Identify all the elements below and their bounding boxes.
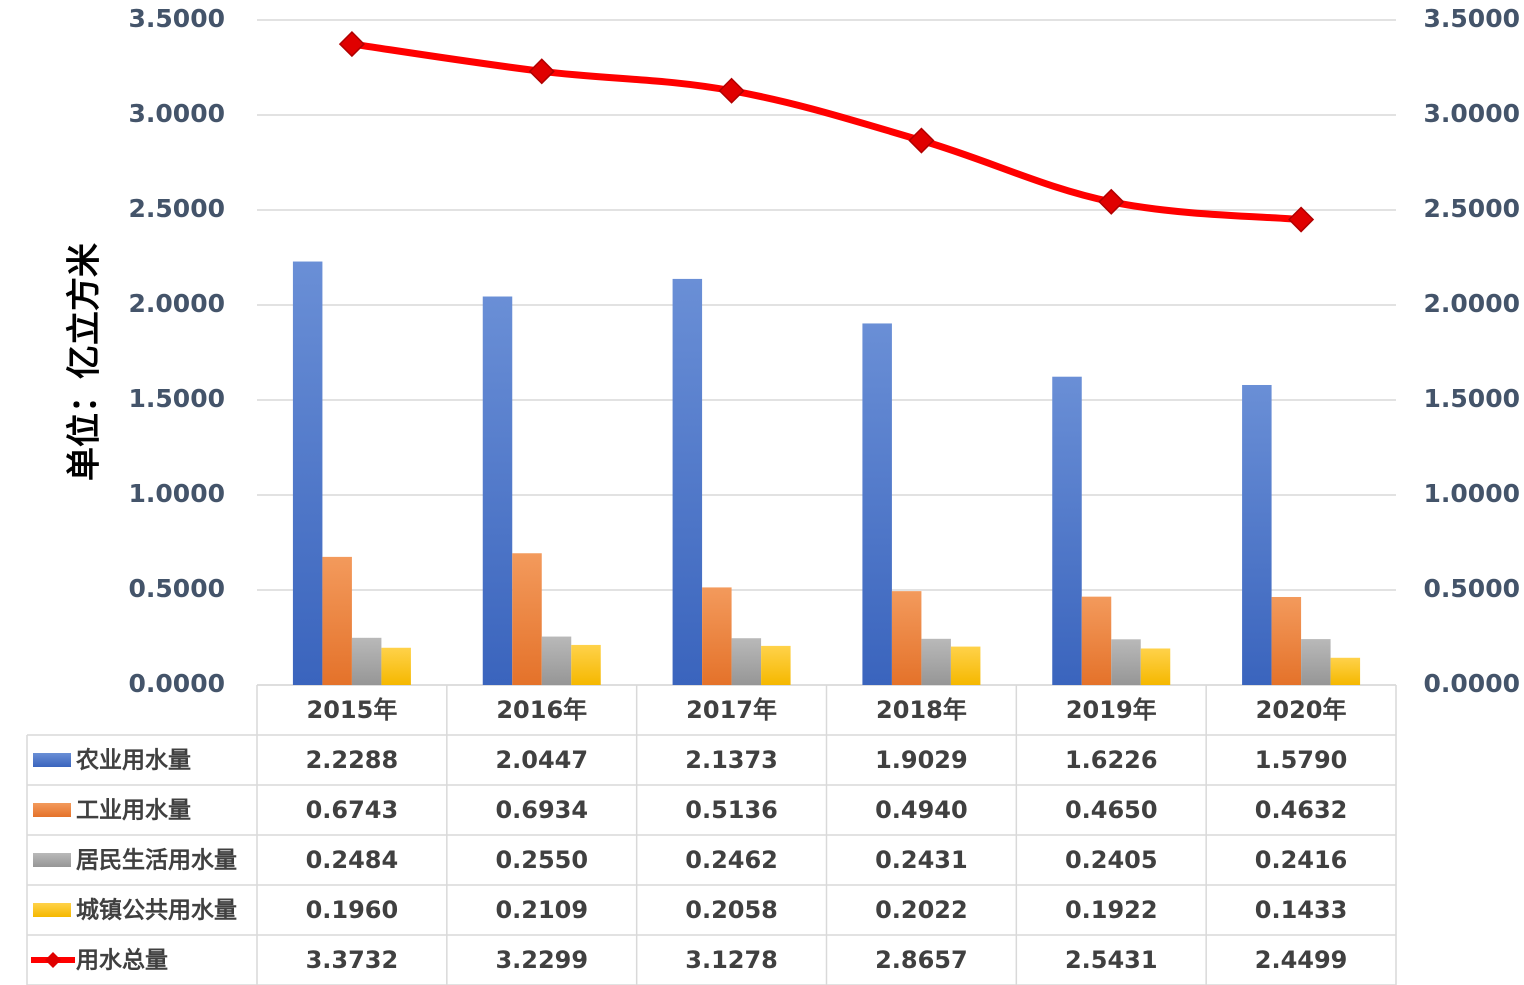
- table-cell: 2.0447: [495, 746, 588, 774]
- table-cell: 0.2022: [875, 896, 968, 924]
- bar-城镇公共用水量-2019年: [1140, 648, 1171, 685]
- table-row-label: 居民生活用水量: [76, 848, 237, 874]
- table-row-label: 城镇公共用水量: [76, 897, 237, 924]
- table-row-label: 用水总量: [76, 947, 168, 974]
- bar-工业用水量-2019年: [1081, 596, 1112, 685]
- y2-tick-label: 1.5000: [1424, 384, 1520, 413]
- table-cell: 3.1278: [685, 946, 778, 974]
- legend-key-城镇公共用水量: [33, 903, 71, 917]
- y-tick-label: 1.0000: [129, 479, 225, 508]
- y-axis-title: 单位：亿立方米: [65, 243, 105, 481]
- table-cell: 3.2299: [495, 946, 588, 974]
- y2-tick-label: 2.0000: [1424, 289, 1520, 318]
- bar-农业用水量-2018年: [862, 323, 892, 685]
- y-tick-label: 3.0000: [129, 99, 225, 128]
- table-cell: 0.4650: [1065, 796, 1158, 824]
- table-cell: 0.2109: [495, 896, 588, 924]
- marker-用水总量-2019年: [1098, 188, 1125, 215]
- bar-城镇公共用水量-2016年: [571, 644, 601, 685]
- table-cell: 0.1960: [306, 896, 399, 924]
- bar-工业用水量-2020年: [1271, 596, 1302, 685]
- bar-居民生活用水量-2016年: [541, 636, 572, 685]
- table-cell: 2.1373: [685, 746, 778, 774]
- table-cell: 2.8657: [875, 946, 968, 974]
- bar-工业用水量-2017年: [702, 587, 732, 685]
- table-cell: 0.4632: [1255, 796, 1348, 824]
- bar-农业用水量-2016年: [482, 296, 513, 685]
- y-tick-label: 2.0000: [129, 289, 225, 318]
- bar-城镇公共用水量-2018年: [950, 646, 981, 685]
- table-row-label: 工业用水量: [76, 798, 191, 824]
- y2-tick-label: 0.0000: [1424, 669, 1520, 698]
- legend-key-居民生活用水量: [33, 853, 71, 867]
- x-tick-label: 2019年: [1066, 696, 1157, 724]
- table-cell: 1.5790: [1255, 746, 1348, 774]
- bar-居民生活用水量-2018年: [921, 638, 951, 685]
- table-cell: 3.3732: [306, 946, 399, 974]
- table-cell: 0.2484: [306, 846, 399, 874]
- table-cell: 0.2462: [685, 846, 778, 874]
- table-cell: 2.5431: [1065, 946, 1158, 974]
- legend-key-工业用水量: [33, 803, 71, 817]
- table-row-label: 农业用水量: [75, 747, 191, 774]
- y-tick-label: 1.5000: [129, 384, 225, 413]
- bar-工业用水量-2016年: [512, 553, 542, 685]
- bar-工业用水量-2018年: [891, 591, 922, 685]
- bar-居民生活用水量-2019年: [1111, 639, 1141, 685]
- x-tick-label: 2020年: [1256, 696, 1347, 724]
- legend-key-农业用水量: [33, 753, 71, 767]
- table-cell: 0.4940: [875, 796, 968, 824]
- legend-key-marker-用水总量: [45, 952, 61, 968]
- bar-城镇公共用水量-2020年: [1330, 657, 1361, 685]
- x-tick-label: 2018年: [876, 696, 967, 724]
- y2-tick-label: 1.0000: [1424, 479, 1520, 508]
- table-cell: 0.2550: [495, 846, 588, 874]
- table-cell: 0.1433: [1255, 896, 1348, 924]
- marker-用水总量-2015年: [338, 31, 365, 58]
- bar-城镇公共用水量-2015年: [381, 647, 411, 685]
- bar-居民生活用水量-2020年: [1301, 639, 1331, 685]
- line-用水总量: [348, 40, 1305, 224]
- table-cell: 0.2431: [875, 846, 968, 874]
- y-tick-label: 0.0000: [129, 669, 225, 698]
- table-cell: 1.9029: [875, 746, 968, 774]
- table-cell: 0.1922: [1065, 896, 1158, 924]
- bar-居民生活用水量-2017年: [731, 638, 762, 685]
- bar-农业用水量-2019年: [1052, 376, 1082, 685]
- table-cell: 0.2405: [1065, 846, 1158, 874]
- y2-tick-label: 3.5000: [1424, 4, 1520, 33]
- bar-农业用水量-2017年: [672, 278, 703, 685]
- table-cell: 0.2416: [1255, 846, 1348, 874]
- y2-tick-label: 3.0000: [1424, 99, 1520, 128]
- bar-工业用水量-2015年: [322, 556, 352, 685]
- table-cell: 2.2288: [306, 746, 399, 774]
- table-cell: 0.6934: [495, 796, 588, 824]
- marker-用水总量-2018年: [908, 127, 935, 154]
- bar-农业用水量-2020年: [1242, 384, 1272, 685]
- y-tick-label: 3.5000: [129, 4, 225, 33]
- marker-用水总量-2020年: [1288, 206, 1315, 233]
- y-tick-label: 2.5000: [129, 194, 225, 223]
- bar-农业用水量-2015年: [292, 261, 323, 685]
- table-cell: 1.6226: [1065, 746, 1158, 774]
- x-tick-label: 2015年: [307, 696, 398, 724]
- table-cell: 0.2058: [685, 896, 778, 924]
- marker-用水总量-2016年: [528, 58, 555, 85]
- y-tick-label: 0.5000: [129, 574, 225, 603]
- table-cell: 0.6743: [306, 796, 399, 824]
- y2-tick-label: 2.5000: [1424, 194, 1520, 223]
- x-tick-label: 2016年: [496, 696, 587, 724]
- y2-tick-label: 0.5000: [1424, 574, 1520, 603]
- marker-用水总量-2017年: [718, 77, 745, 104]
- table-cell: 0.5136: [685, 796, 778, 824]
- x-tick-label: 2017年: [686, 696, 777, 724]
- table-cell: 2.4499: [1255, 946, 1348, 974]
- bar-城镇公共用水量-2017年: [761, 645, 791, 685]
- bar-居民生活用水量-2015年: [351, 637, 382, 685]
